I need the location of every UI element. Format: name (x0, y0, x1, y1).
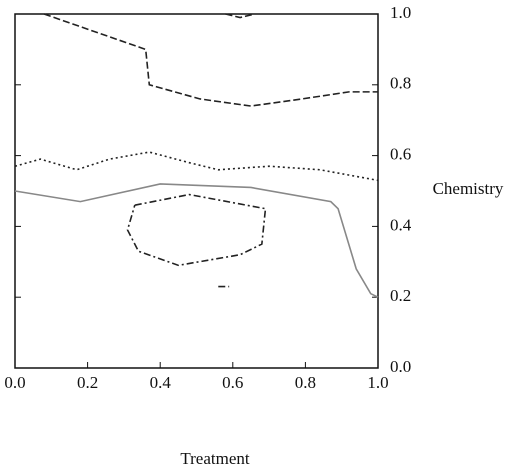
y-tick-label: 1.0 (390, 3, 411, 22)
plot-frame (14, 13, 379, 369)
y-tick-label: 0.8 (390, 74, 411, 93)
contour-line (14, 151, 379, 182)
y-axis-label: Chemistry (433, 179, 504, 198)
x-tick-label: 0.8 (295, 373, 316, 392)
y-tick-label: 0.4 (390, 215, 412, 234)
contour-line (14, 183, 379, 298)
x-tick-label: 0.4 (150, 373, 172, 392)
x-tick-label: 0.6 (222, 373, 243, 392)
x-tick-label: 0.0 (4, 373, 25, 392)
x-axis-label: Treatment (180, 449, 250, 468)
contour-line (126, 193, 267, 288)
y-tick-label: 0.0 (390, 357, 411, 376)
x-tick-label: 1.0 (367, 373, 388, 392)
contour-line (43, 13, 378, 107)
y-tick-label: 0.2 (390, 286, 411, 305)
y-tick-label: 0.6 (390, 145, 411, 164)
x-tick-label: 0.2 (77, 373, 98, 392)
